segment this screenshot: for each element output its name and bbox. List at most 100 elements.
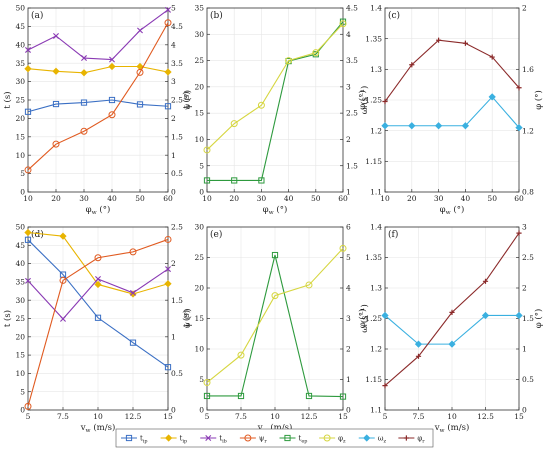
x-tick-label: 15	[338, 412, 348, 421]
y-tick-label: 1.4	[370, 223, 382, 232]
series-line-t_ip2	[27, 65, 169, 74]
data-point-phi_z	[203, 379, 211, 387]
x-tick-label: 5	[205, 412, 210, 421]
data-point-phi_r	[482, 278, 489, 284]
legend-marker	[205, 435, 212, 441]
data-point-phi_r	[516, 85, 522, 91]
y2-tick-label: 2	[346, 345, 351, 354]
data-point-psi_r	[94, 254, 102, 262]
x-tick-label: 12.5	[301, 412, 318, 421]
y-tick-label: 5	[199, 161, 204, 170]
y-tick-label: 1.25	[365, 314, 382, 323]
y2-axis-label: φ (°)	[533, 90, 544, 110]
data-point-phi_r	[409, 62, 415, 68]
y2-tick-label: 1	[346, 188, 351, 197]
y-tick-label: 25	[194, 56, 204, 65]
data-point-omega_z	[461, 122, 470, 130]
y2-axis-label: φ (°)	[357, 309, 368, 329]
x-tick-label: 60	[338, 194, 348, 203]
y2-tick-label: 1	[171, 151, 176, 160]
data-point-phi_z	[305, 281, 313, 289]
y2-tick-label: 3	[171, 77, 176, 86]
data-point-t_ib	[81, 55, 87, 62]
plot-frame	[206, 7, 344, 193]
data-point-t_ib	[130, 289, 136, 296]
x-tick-label: 50	[135, 194, 145, 203]
legend-marker	[323, 434, 331, 442]
panel-label: (c)	[388, 10, 400, 21]
legend-label: φr​	[417, 435, 425, 445]
x-tick-label: 40	[107, 194, 117, 203]
y2-tick-label: 1	[171, 332, 176, 341]
chart-panel-1: 10 20 30 40 50 600510152025303540455000.511.5…	[2, 4, 193, 216]
x-tick-label: 12.5	[477, 412, 494, 421]
data-point-t_ep	[258, 177, 265, 184]
y-tick-label: 5	[20, 387, 25, 396]
y-tick-label: 15	[15, 351, 25, 360]
data-point-t_ip	[24, 108, 32, 115]
legend-item: tep​	[279, 435, 308, 445]
y-tick-label: 0	[20, 406, 25, 415]
y2-tick-label: 1.2	[522, 126, 534, 135]
series-line-t_ep	[207, 21, 344, 181]
legend-label: tib​	[219, 435, 227, 445]
y-tick-label: 1.15	[365, 157, 382, 166]
y2-tick-label: 0.5	[522, 375, 534, 384]
y2-tick-label: 3.5	[171, 59, 183, 68]
y-tick-label: 0	[199, 406, 204, 415]
y-tick-label: 5	[199, 375, 204, 384]
y2-tick-label: 2.5	[171, 96, 183, 105]
data-point-t_ep	[231, 177, 238, 184]
x-axis-label: φw​ (°)	[263, 204, 288, 216]
data-point-t_ip	[129, 339, 137, 346]
data-point-t_ib	[53, 32, 59, 39]
y2-tick-label: 2	[171, 114, 176, 123]
y-tick-label: 0	[199, 188, 204, 197]
y-tick-label: 5	[20, 169, 25, 178]
y2-tick-label: 0	[171, 406, 176, 415]
y-tick-label: 35	[194, 4, 204, 13]
data-point-phi_r	[436, 37, 442, 43]
y-tick-label: 1.2	[370, 345, 382, 354]
y-axis-label: t (s)	[181, 310, 192, 327]
x-tick-label: 30	[79, 194, 89, 203]
y-tick-label: 45	[15, 22, 25, 31]
y-tick-label: 20	[194, 82, 204, 91]
y-tick-label: 15	[15, 132, 25, 141]
y-tick-label: 1.4	[370, 4, 382, 13]
legend-label: tep​	[299, 435, 308, 445]
chart-panel-4: 5 7.5 10 12.5 150510152025303540455000.511.5…	[2, 223, 193, 434]
data-point-phi_z	[285, 57, 293, 65]
data-point-phi_r	[462, 40, 468, 46]
series-line-psi_r	[27, 238, 169, 407]
chart-panel-6: 5 7.5 10 12.5 151.11.151.21.251.31.351.400.5…	[359, 223, 544, 434]
x-tick-label: 10	[202, 194, 212, 203]
data-point-omega_z	[481, 311, 490, 320]
y-tick-label: 20	[15, 114, 25, 123]
data-point-t_ip2	[80, 69, 88, 77]
series-line-phi_z	[206, 23, 344, 151]
y-tick-label: 15	[194, 314, 204, 323]
y-tick-label: 1.2	[370, 126, 382, 135]
data-point-t_ib	[165, 266, 171, 273]
data-point-phi_z	[312, 49, 320, 57]
y-tick-label: 40	[15, 259, 25, 268]
x-tick-label: 10	[270, 412, 280, 421]
legend-marker	[125, 434, 133, 442]
data-point-t_ep	[305, 392, 313, 400]
legend-box	[115, 428, 434, 448]
legend-item: tib​	[200, 435, 227, 445]
data-point-omega_z	[381, 122, 389, 130]
series-line-t_ip	[27, 99, 169, 113]
x-tick-label: 30	[257, 194, 267, 203]
data-point-phi_r	[382, 383, 388, 389]
x-tick-label: 7.5	[57, 412, 69, 421]
series-line-phi_r	[384, 39, 520, 102]
y2-tick-label: 1.5	[171, 296, 183, 305]
y-tick-label: 10	[194, 345, 204, 354]
y-tick-label: 1.15	[365, 375, 382, 384]
y2-tick-label: 2	[346, 135, 351, 144]
y2-tick-label: 2.5	[171, 223, 183, 232]
y-tick-label: 1.35	[365, 34, 382, 43]
